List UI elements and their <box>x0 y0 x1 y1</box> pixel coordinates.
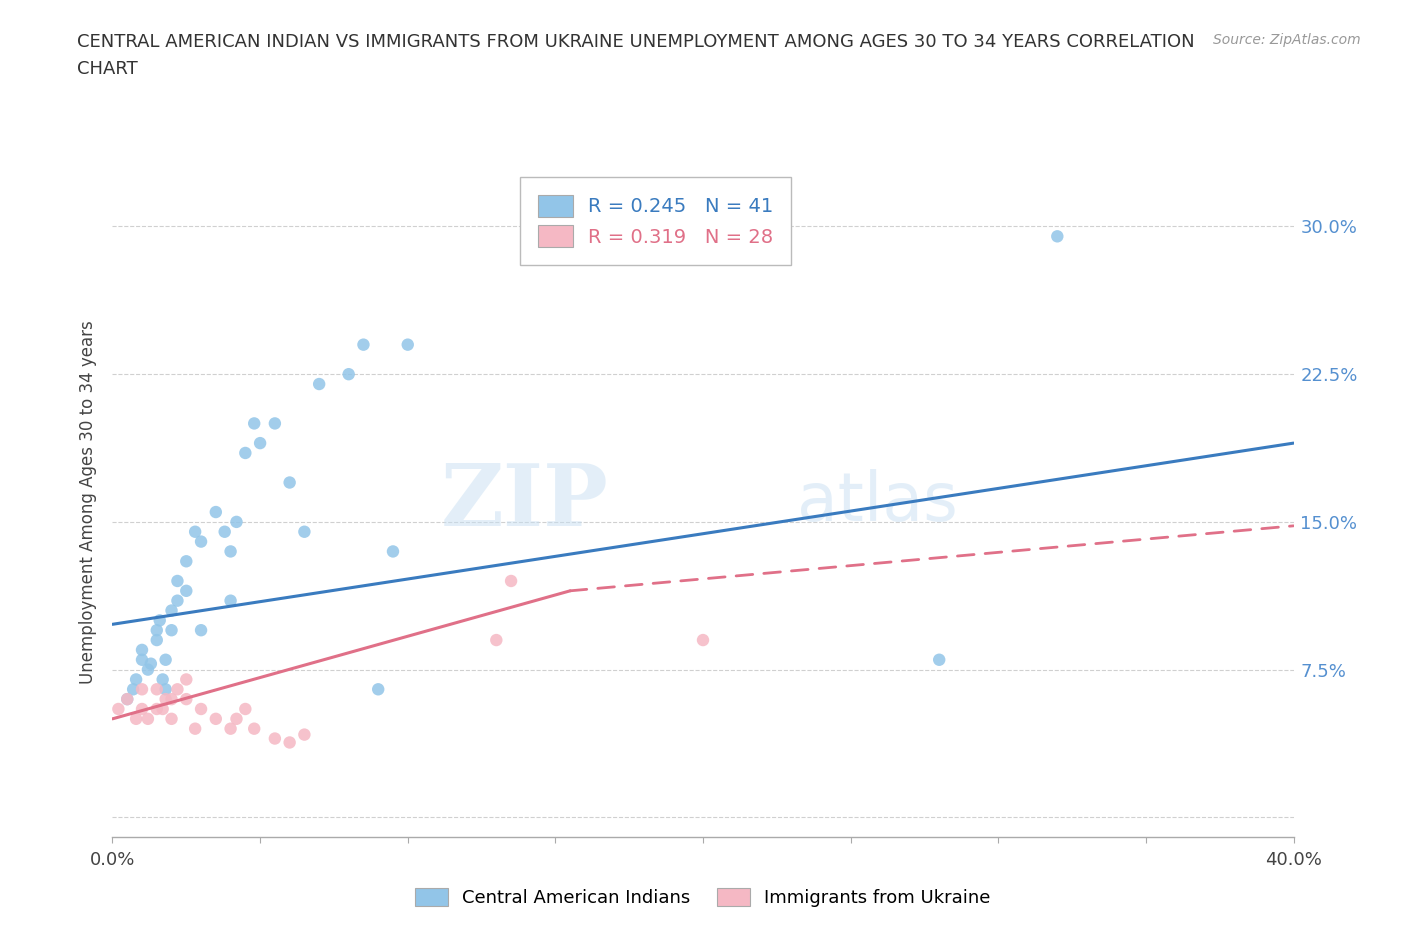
Point <box>190 534 212 549</box>
Point <box>139 657 162 671</box>
Point <box>264 416 287 431</box>
Point <box>174 692 197 707</box>
Point <box>136 662 159 677</box>
Point <box>278 475 301 490</box>
Point <box>190 623 212 638</box>
Point <box>152 672 174 687</box>
Point <box>166 593 188 608</box>
Text: CHART: CHART <box>77 60 138 78</box>
Point <box>166 682 188 697</box>
Point <box>243 416 266 431</box>
Point <box>166 574 188 589</box>
Point <box>352 338 374 352</box>
Point <box>174 672 197 687</box>
Point <box>382 544 405 559</box>
Point <box>337 366 360 381</box>
Legend: Central American Indians, Immigrants from Ukraine: Central American Indians, Immigrants fro… <box>406 879 1000 916</box>
Point <box>160 623 183 638</box>
Point <box>125 672 148 687</box>
Point <box>292 727 315 742</box>
Point <box>1046 229 1069 244</box>
Point <box>184 525 207 539</box>
Text: CENTRAL AMERICAN INDIAN VS IMMIGRANTS FROM UKRAINE UNEMPLOYMENT AMONG AGES 30 TO: CENTRAL AMERICAN INDIAN VS IMMIGRANTS FR… <box>77 33 1195 50</box>
Point <box>125 711 148 726</box>
Point <box>174 583 197 598</box>
Point <box>501 574 523 589</box>
Point <box>225 711 247 726</box>
Point <box>117 692 138 707</box>
Point <box>308 377 330 392</box>
Point <box>233 701 256 716</box>
Point <box>131 652 153 667</box>
Point <box>692 632 714 647</box>
Point <box>155 652 177 667</box>
Text: Source: ZipAtlas.com: Source: ZipAtlas.com <box>1213 33 1361 46</box>
Point <box>146 623 169 638</box>
Point <box>146 682 169 697</box>
Point <box>367 682 389 697</box>
Point <box>149 613 172 628</box>
Point <box>160 711 183 726</box>
Point <box>152 701 174 716</box>
Point <box>214 525 236 539</box>
Point <box>131 701 153 716</box>
Point <box>485 632 508 647</box>
Point <box>160 603 183 618</box>
Point <box>184 722 207 737</box>
Point <box>225 514 247 529</box>
Point <box>292 525 315 539</box>
Point <box>131 643 153 658</box>
Point <box>146 701 169 716</box>
Point <box>205 505 228 520</box>
Point <box>190 701 212 716</box>
Point <box>160 692 183 707</box>
Text: ZIP: ZIP <box>440 460 609 544</box>
Point <box>219 722 242 737</box>
Point <box>107 701 129 716</box>
Y-axis label: Unemployment Among Ages 30 to 34 years: Unemployment Among Ages 30 to 34 years <box>79 320 97 684</box>
Point <box>396 338 419 352</box>
Text: atlas: atlas <box>797 470 959 535</box>
Point <box>117 692 138 707</box>
Point <box>155 682 177 697</box>
Point <box>243 722 266 737</box>
Point <box>155 692 177 707</box>
Point <box>122 682 145 697</box>
Point <box>131 682 153 697</box>
Point <box>146 632 169 647</box>
Point <box>205 711 228 726</box>
Point <box>278 735 301 750</box>
Point <box>249 435 271 450</box>
Point <box>219 544 242 559</box>
Point <box>174 554 197 569</box>
Point <box>928 652 950 667</box>
Point <box>219 593 242 608</box>
Point <box>136 711 159 726</box>
Point <box>264 731 287 746</box>
Legend: R = 0.245   N = 41, R = 0.319   N = 28: R = 0.245 N = 41, R = 0.319 N = 28 <box>520 177 792 265</box>
Point <box>233 445 256 460</box>
